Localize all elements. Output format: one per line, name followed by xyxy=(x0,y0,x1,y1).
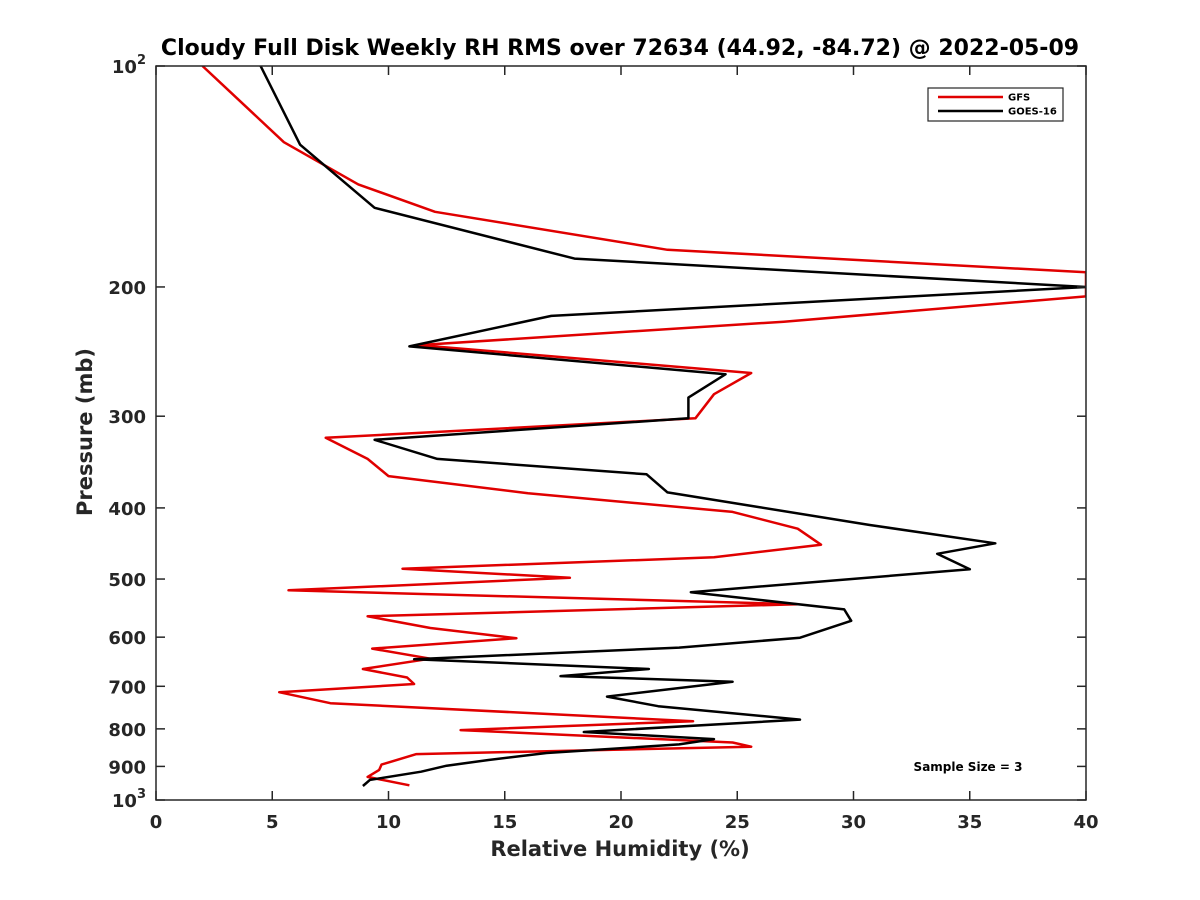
chart-title: Cloudy Full Disk Weekly RH RMS over 7263… xyxy=(161,36,1079,61)
x-tick-label: 5 xyxy=(266,812,279,833)
y-axis: 102 200 300 400 500 600 700 800 900 103 xyxy=(108,53,1086,812)
legend-label: GOES-16 xyxy=(1008,107,1057,118)
x-tick-label: 35 xyxy=(957,812,982,833)
y-tick-label: 600 xyxy=(108,628,146,649)
legend-box xyxy=(927,87,1064,122)
x-tick-label: 10 xyxy=(376,812,401,833)
y-tick-label: 200 xyxy=(108,278,146,299)
legend: GFS GOES-16 xyxy=(927,87,1064,122)
y-tick-label: 103 xyxy=(112,787,146,812)
y-tick-label: 300 xyxy=(108,407,146,428)
y-tick-label: 400 xyxy=(108,499,146,520)
y-tick-label: 800 xyxy=(108,720,146,741)
x-tick-label: 40 xyxy=(1073,812,1098,833)
x-tick-label: 25 xyxy=(725,812,750,833)
y-tick-label: 500 xyxy=(108,570,146,591)
x-axis: 0 5 10 15 20 25 30 35 40 xyxy=(150,66,1099,833)
y-axis-label: Pressure (mb) xyxy=(73,348,97,516)
sample-size-annotation: Sample Size = 3 xyxy=(914,760,1023,774)
y-tick-label: 900 xyxy=(108,757,146,778)
x-tick-label: 15 xyxy=(492,812,517,833)
y-tick-label: 700 xyxy=(108,677,146,698)
series-line-gfs xyxy=(201,66,1086,787)
x-axis-label: Relative Humidity (%) xyxy=(490,837,749,861)
y-tick-label: 102 xyxy=(112,53,146,78)
series-line-goes-16 xyxy=(259,66,1086,787)
series-layer xyxy=(201,66,1086,787)
x-tick-label: 20 xyxy=(608,812,633,833)
legend-label: GFS xyxy=(1008,93,1030,104)
x-tick-label: 0 xyxy=(150,812,163,833)
x-tick-label: 30 xyxy=(841,812,866,833)
